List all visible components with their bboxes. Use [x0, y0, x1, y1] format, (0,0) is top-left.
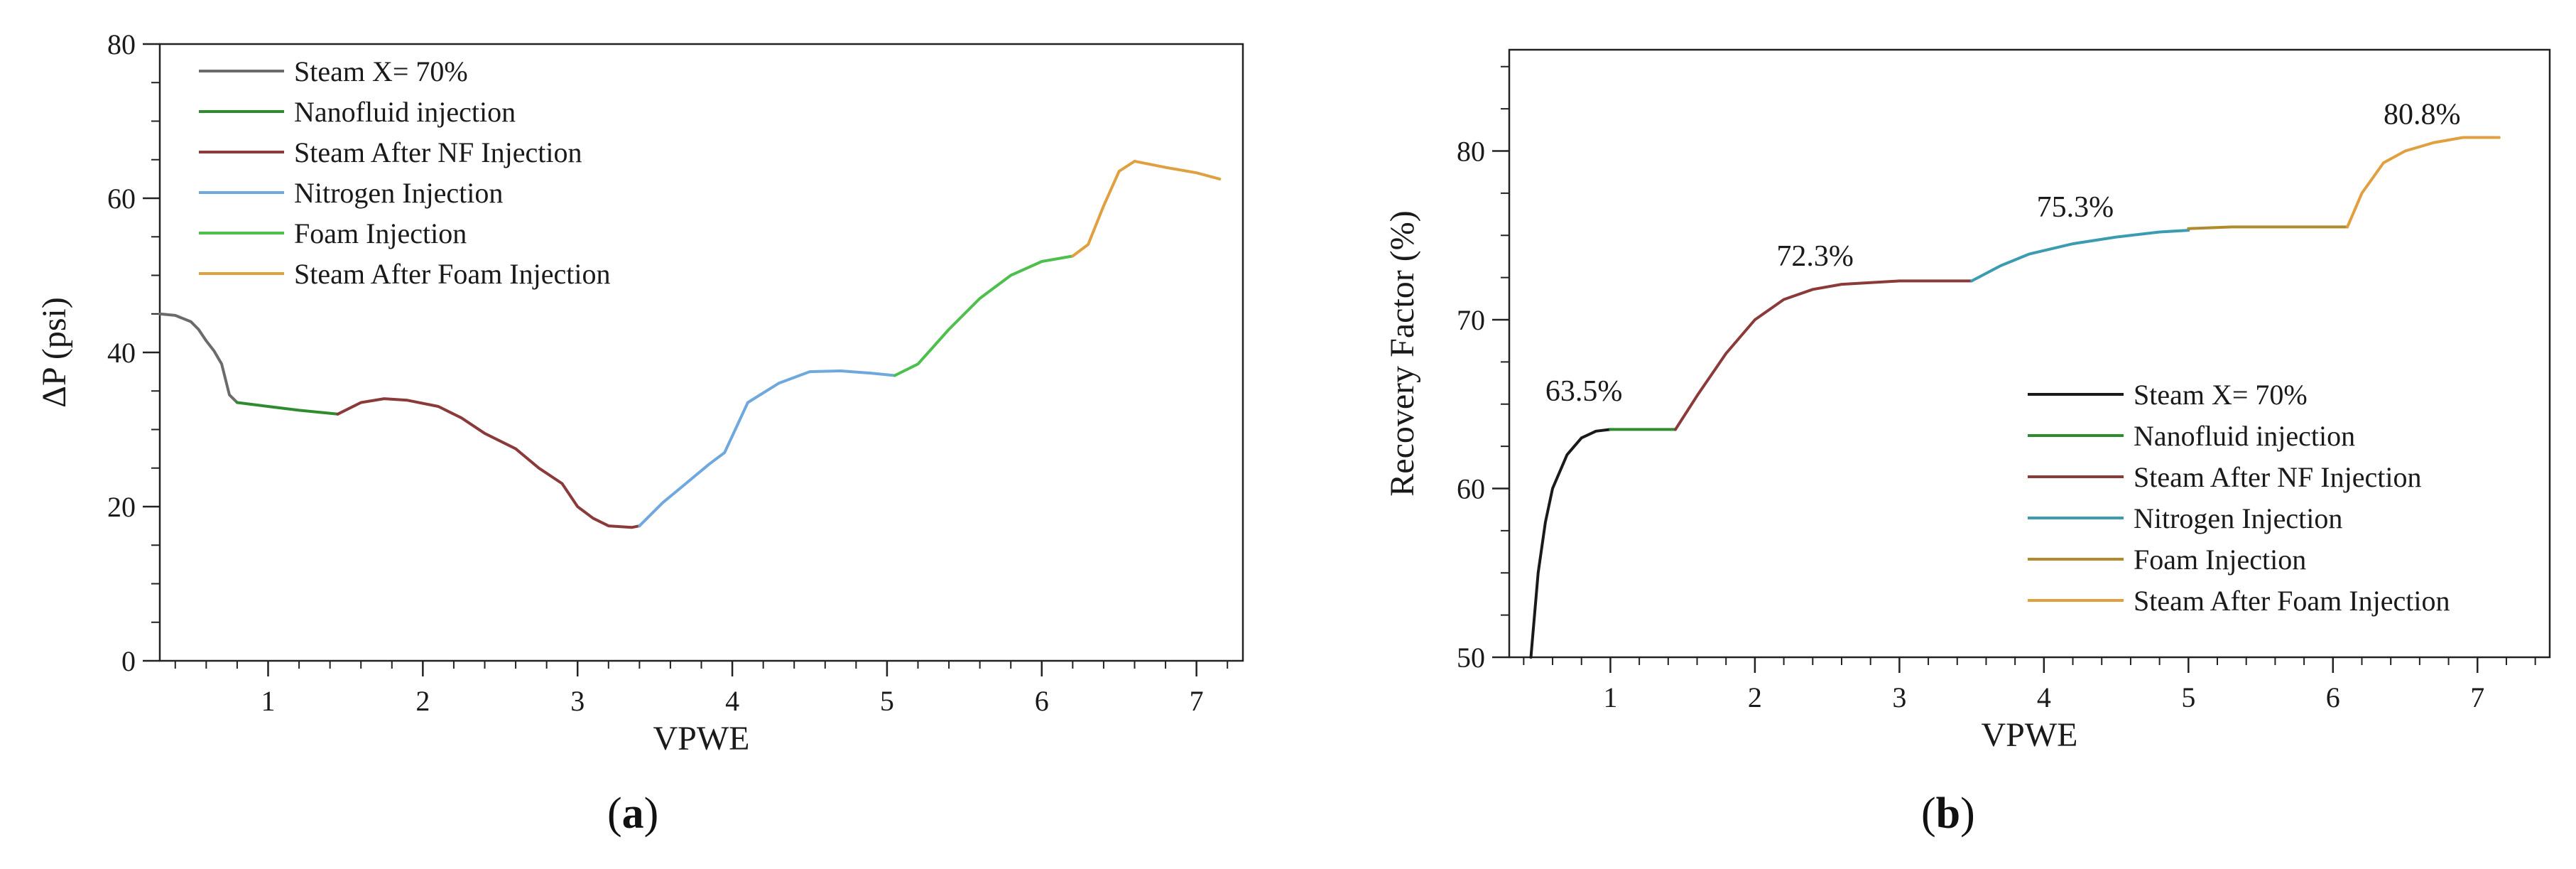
legend-label-b-3: Nitrogen Injection — [2134, 502, 2342, 534]
legend-label-b-2: Steam After NF Injection — [2134, 461, 2421, 493]
y-tick-label-b-3: 80 — [1457, 136, 1485, 168]
series-line-a-3 — [638, 369, 896, 528]
x-tick-label-b-2: 3 — [1892, 681, 1906, 713]
panel-label-a: (a) — [607, 789, 658, 839]
x-tick-label-b-5: 6 — [2326, 681, 2340, 713]
chart-b: 1 2 3 4 5 6 7 50 60 70 80 VPWE Recovery Factor (%) 63… — [1384, 48, 2551, 754]
legend-label-a-3: Nitrogen Injection — [294, 177, 503, 209]
annotation-b-0: 63.5% — [1545, 375, 1623, 408]
panel-label-a-open: ( — [607, 789, 622, 838]
y-tick-label-a-1: 20 — [107, 491, 136, 523]
series-line-b-4 — [2187, 225, 2349, 230]
panel-label-a-close: ) — [643, 789, 659, 838]
x-tick-label-a-2: 3 — [570, 685, 585, 717]
legend-label-a-4: Foam Injection — [294, 217, 467, 249]
y-tick-label-a-4: 80 — [107, 28, 136, 60]
legend-label-b-4: Foam Injection — [2134, 544, 2306, 576]
x-tick-label-a-6: 7 — [1190, 685, 1204, 717]
panel-label-b-letter: b — [1935, 789, 1961, 838]
series-line-a-2 — [336, 397, 641, 529]
x-tick-label-a-3: 4 — [725, 685, 739, 717]
y-tick-label-b-0: 50 — [1457, 642, 1485, 674]
series-line-b-0 — [1529, 428, 1612, 659]
legend-label-b-1: Nanofluid injection — [2134, 420, 2355, 452]
series-line-b-2 — [1674, 279, 1974, 431]
annotation-b-2: 75.3% — [2037, 191, 2114, 224]
panel-label-b: (b) — [1921, 789, 1975, 839]
x-axis-label-a: VPWE — [653, 720, 750, 757]
x-tick-label-b-4: 5 — [2181, 681, 2195, 713]
y-tick-label-b-1: 60 — [1457, 473, 1485, 505]
x-tick-label-b-1: 2 — [1748, 681, 1762, 713]
series-line-b-5 — [2346, 136, 2501, 229]
x-axis-label-b: VPWE — [1982, 716, 2078, 754]
series-line-b-3 — [1970, 229, 2190, 283]
y-axis-label-b: Recovery Factor (%) — [1384, 210, 1421, 497]
panel-label-a-letter: a — [621, 789, 644, 838]
y-tick-label-a-2: 40 — [107, 337, 136, 369]
panel-label-b-close: ) — [1960, 789, 1975, 838]
series-line-a-5 — [1071, 159, 1222, 258]
legend-label-a-1: Nanofluid injection — [294, 96, 516, 128]
y-axis-label-a: ΔP (psi) — [36, 297, 73, 408]
legend-label-a-2: Steam After NF Injection — [294, 136, 582, 168]
chart-a: 1 2 3 4 5 6 7 0 20 40 60 80 VPWE ΔP (psi) Steam X= 70%… — [36, 28, 1244, 757]
legend-label-b-0: Steam X= 70% — [2134, 379, 2308, 411]
legend-label-b-5: Steam After Foam Injection — [2134, 585, 2450, 617]
y-tick-label-b-2: 70 — [1457, 304, 1485, 336]
panel-label-b-open: ( — [1921, 789, 1936, 838]
series-line-a-0 — [158, 312, 239, 404]
x-tick-label-a-0: 1 — [261, 685, 276, 717]
x-tick-label-b-6: 7 — [2470, 681, 2484, 713]
annotation-b-1: 72.3% — [1776, 240, 1854, 273]
x-tick-label-a-4: 5 — [880, 685, 894, 717]
series-line-a-4 — [893, 254, 1075, 377]
x-tick-label-a-1: 2 — [415, 685, 430, 717]
plot-frame-b — [1508, 48, 2551, 659]
legend-label-a-5: Steam After Foam Injection — [294, 258, 610, 290]
y-tick-label-a-3: 60 — [107, 183, 136, 215]
x-tick-label-b-0: 1 — [1603, 681, 1617, 713]
x-tick-label-a-5: 6 — [1035, 685, 1049, 717]
x-tick-label-b-3: 4 — [2037, 681, 2051, 713]
series-line-a-1 — [235, 401, 339, 416]
y-tick-label-a-0: 0 — [121, 645, 136, 677]
legend-label-a-0: Steam X= 70% — [294, 55, 468, 87]
annotation-b-3: 80.8% — [2384, 99, 2461, 131]
